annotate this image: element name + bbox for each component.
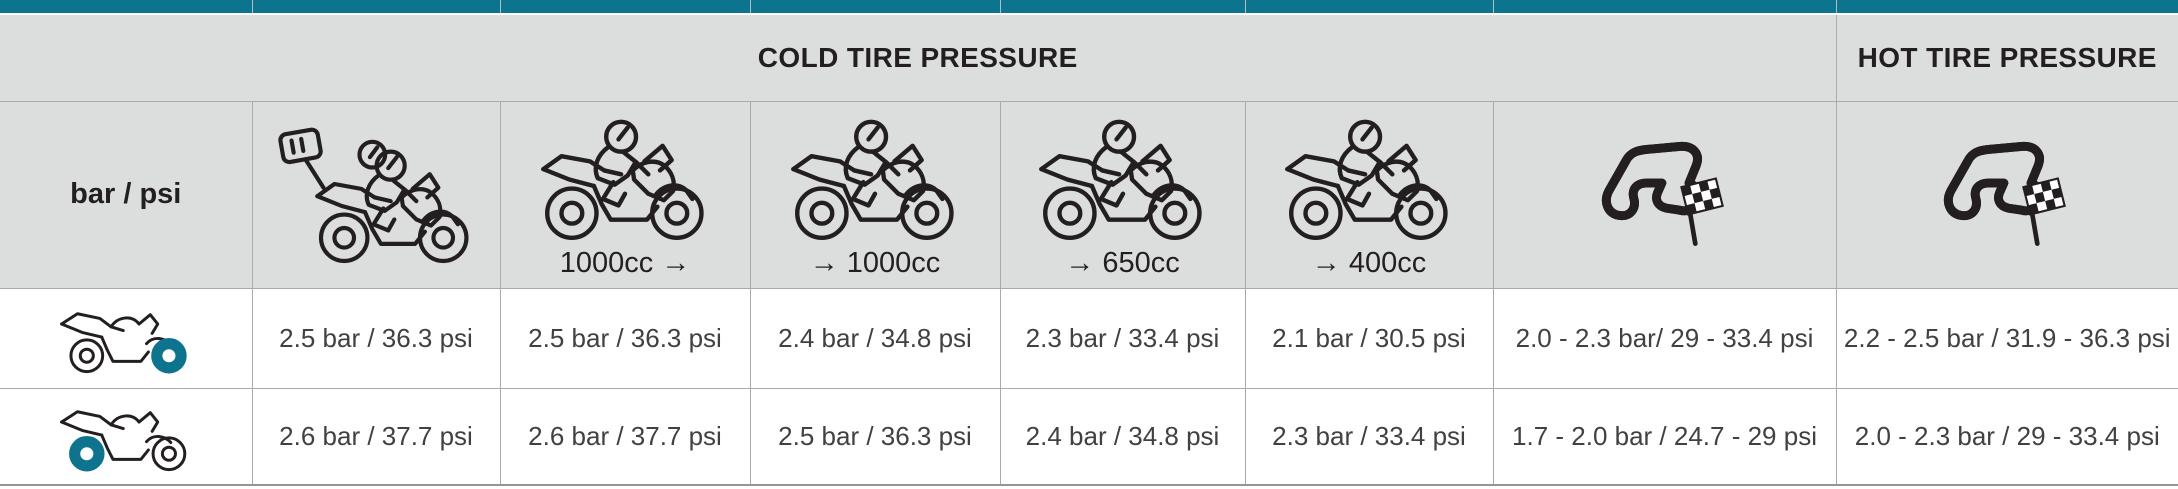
motorcycle-rider-icon xyxy=(1283,116,1455,243)
pressure-value-cell: 2.3 bar / 33.4 psi xyxy=(1000,288,1246,389)
pressure-value-cell: 2.2 - 2.5 bar / 31.9 - 36.3 psi xyxy=(1836,288,2178,389)
accent-bar-segment xyxy=(1493,0,1837,15)
pressure-value-cell: 2.5 bar / 36.3 psi xyxy=(750,388,1001,486)
pressure-value-cell: 2.5 bar / 36.3 psi xyxy=(252,288,501,389)
column-header-two-up xyxy=(252,101,501,289)
engine-size-label: → 650cc xyxy=(1065,246,1180,279)
column-header-1000cc: → 1000cc xyxy=(750,101,1001,289)
column-header-1000cc-over: 1000cc → xyxy=(500,101,751,289)
motorcycle-rear-tire-highlight-icon xyxy=(56,393,196,479)
pressure-value-cell: 2.4 bar / 34.8 psi xyxy=(750,288,1001,389)
unit-label: bar / psi xyxy=(0,101,253,289)
pressure-value-cell: 2.6 bar / 37.7 psi xyxy=(252,388,501,486)
race-track-flag-icon xyxy=(1939,136,2075,253)
accent-bar-segment xyxy=(252,0,501,15)
pressure-value-cell: 2.5 bar / 36.3 psi xyxy=(500,288,751,389)
row-header-front-tire xyxy=(0,288,253,389)
motorcycle-rider-icon xyxy=(789,116,961,243)
column-header-track-cold xyxy=(1493,101,1837,289)
motorcycle-front-tire-highlight-icon xyxy=(56,295,196,381)
accent-bar-segment xyxy=(500,0,751,15)
column-header-400cc: → 400cc xyxy=(1245,101,1494,289)
engine-size-label: → 400cc xyxy=(1311,246,1427,279)
hot-pressure-header: HOT TIRE PRESSURE xyxy=(1836,14,2178,102)
accent-bar-segment xyxy=(750,0,1001,15)
column-header-650cc: → 650cc xyxy=(1000,101,1246,289)
engine-size-label: 1000cc → xyxy=(559,246,691,279)
pressure-value-cell: 2.0 - 2.3 bar / 29 - 33.4 psi xyxy=(1836,388,2178,486)
accent-bar-segment xyxy=(1000,0,1246,15)
cold-pressure-header: COLD TIRE PRESSURE xyxy=(0,14,1837,102)
accent-bar-segment xyxy=(1245,0,1494,15)
pressure-value-cell: 2.4 bar / 34.8 psi xyxy=(1000,388,1246,486)
pressure-value-cell: 2.0 - 2.3 bar/ 29 - 33.4 psi xyxy=(1493,288,1837,389)
pressure-value-cell: 1.7 - 2.0 bar / 24.7 - 29 psi xyxy=(1493,388,1837,486)
accent-bar-segment xyxy=(1836,0,2178,15)
column-header-track-hot xyxy=(1836,101,2178,289)
motorcycle-rider-icon xyxy=(1037,116,1209,243)
row-header-rear-tire xyxy=(0,388,253,486)
pressure-value-cell: 2.3 bar / 33.4 psi xyxy=(1245,388,1494,486)
race-track-flag-icon xyxy=(1597,136,1733,253)
pressure-value-cell: 2.1 bar / 30.5 psi xyxy=(1245,288,1494,389)
accent-bar xyxy=(0,0,2178,15)
engine-size-label: → 1000cc xyxy=(809,246,941,279)
pressure-value-cell: 2.6 bar / 37.7 psi xyxy=(500,388,751,486)
accent-bar-segment xyxy=(0,0,253,15)
motorcycle-rider-icon xyxy=(539,116,711,243)
motorcycle-two-up-luggage-icon xyxy=(277,124,475,266)
